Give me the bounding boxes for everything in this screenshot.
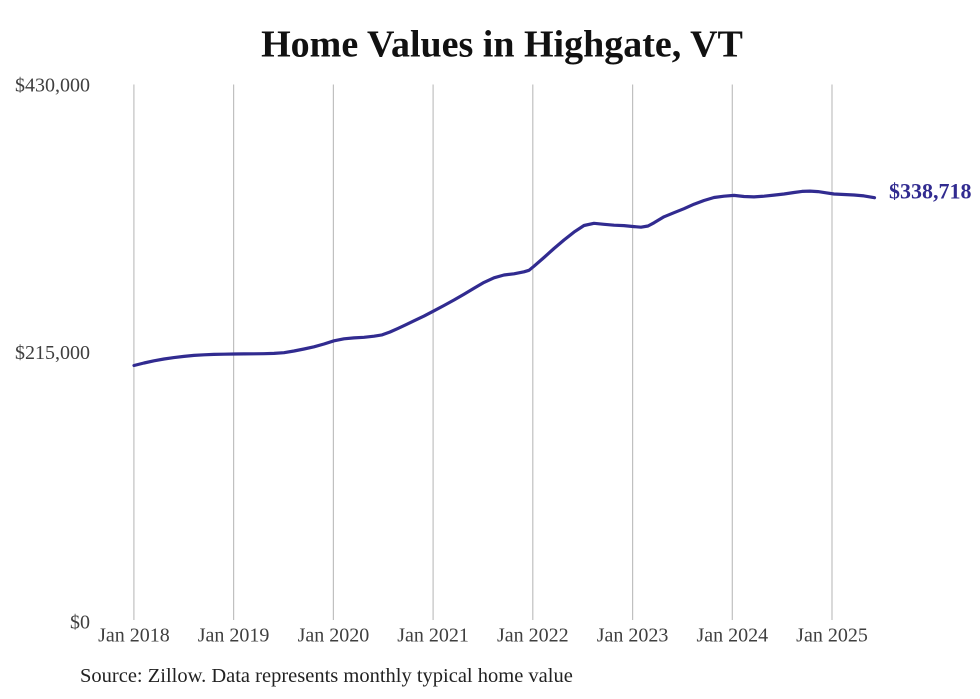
svg-text:Jan 2024: Jan 2024 (696, 625, 768, 647)
svg-text:Jan 2023: Jan 2023 (597, 625, 669, 647)
svg-text:Source: Zillow. Data represent: Source: Zillow. Data represents monthly … (80, 665, 573, 687)
svg-text:Jan 2022: Jan 2022 (497, 625, 569, 647)
svg-text:Jan 2020: Jan 2020 (298, 625, 370, 647)
svg-text:Jan 2019: Jan 2019 (198, 625, 270, 647)
svg-text:$338,718: $338,718 (889, 179, 972, 204)
svg-text:$430,000: $430,000 (15, 75, 90, 97)
svg-text:Jan 2025: Jan 2025 (796, 625, 868, 647)
svg-text:$215,000: $215,000 (15, 342, 90, 364)
svg-text:$0: $0 (70, 611, 90, 633)
svg-text:Jan 2018: Jan 2018 (98, 625, 170, 647)
svg-text:Jan 2021: Jan 2021 (397, 625, 469, 647)
svg-text:Home Values in Highgate, VT: Home Values in Highgate, VT (261, 24, 743, 66)
